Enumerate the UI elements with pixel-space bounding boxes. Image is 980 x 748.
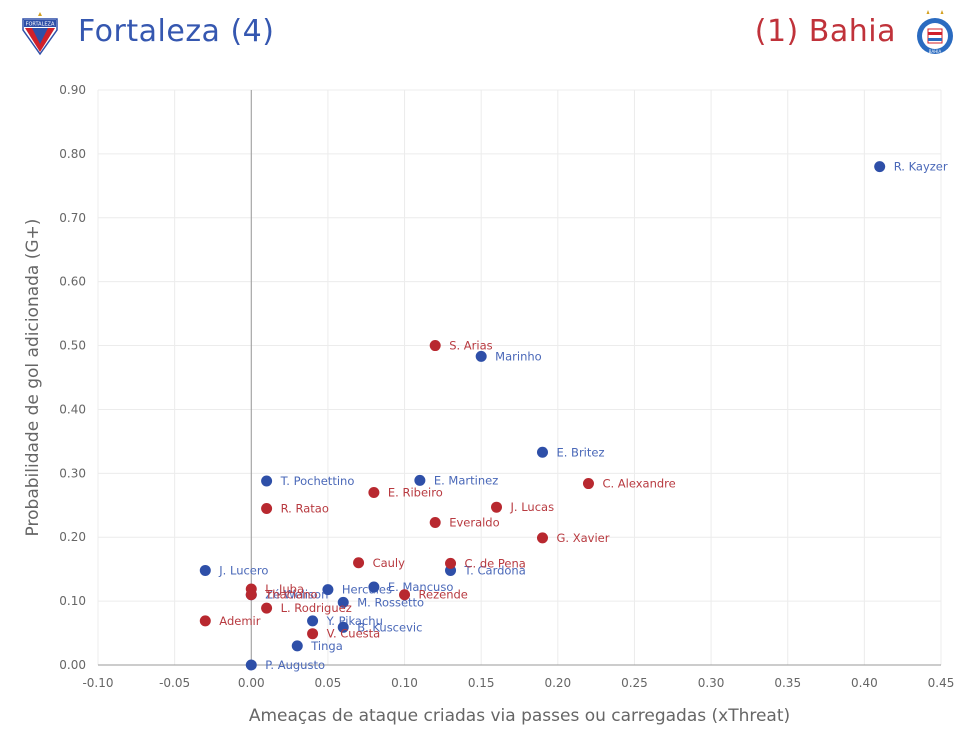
home-team-title: Fortaleza (4): [78, 14, 275, 49]
data-point[interactable]: [445, 557, 457, 569]
away-team-title: (1) Bahia: [754, 14, 896, 49]
data-point[interactable]: [307, 628, 319, 640]
x-tick-label: 0.00: [238, 676, 265, 690]
x-tick-label: -0.10: [82, 676, 113, 690]
bahia-badge-icon: BAHIA: [914, 8, 956, 56]
data-point-label: L. Juba: [265, 582, 304, 596]
data-point[interactable]: [291, 640, 303, 652]
data-point[interactable]: [491, 501, 503, 513]
data-point[interactable]: [261, 502, 273, 514]
x-tick-label: 0.45: [928, 676, 955, 690]
x-tick-label: 0.40: [851, 676, 878, 690]
x-tick-label: -0.05: [159, 676, 190, 690]
data-point-label: J. Lucas: [510, 500, 555, 514]
y-tick-label: 0.90: [59, 83, 86, 97]
y-tick-label: 0.50: [59, 339, 86, 353]
data-point-label: B. Kuscevic: [357, 620, 422, 634]
grid-lines: [97, 89, 942, 666]
data-point-label: Tinga: [310, 639, 343, 653]
data-point[interactable]: [245, 589, 257, 601]
data-point-label: E. Ribeiro: [388, 486, 443, 500]
data-point-label: Marinho: [495, 349, 542, 363]
x-tick-label: 0.25: [621, 676, 648, 690]
data-point-label: C. Alexandre: [602, 477, 675, 491]
data-point-label: T. Pochettino: [280, 474, 355, 488]
data-point-label: L. Rodriguez: [281, 601, 352, 615]
data-point-label: V. Cuesta: [327, 627, 381, 641]
data-point-label: Thaciano: [264, 588, 317, 602]
x-tick-label: 0.20: [544, 676, 571, 690]
data-point-label: Ademir: [219, 614, 260, 628]
data-point[interactable]: [322, 584, 334, 596]
data-point[interactable]: [429, 517, 441, 529]
data-point[interactable]: [245, 659, 257, 671]
data-point-label: T. Cardona: [464, 563, 526, 577]
y-axis-label: Probabilidade de gol adicionada (G+): [23, 219, 43, 537]
data-point-label: C. de Pena: [465, 556, 526, 570]
data-point-label: P. Augusto: [265, 658, 325, 672]
axes: [98, 90, 941, 666]
data-point[interactable]: [582, 478, 594, 490]
data-point[interactable]: [337, 596, 349, 608]
data-point-label: M. Rossetto: [357, 595, 424, 609]
data-point[interactable]: [399, 589, 411, 601]
x-tick-label: 0.10: [391, 676, 418, 690]
data-point-label: E. Britez: [556, 445, 604, 459]
data-point-label: Cauly: [373, 556, 406, 570]
data-point[interactable]: [536, 446, 548, 458]
data-point-label: S. Arias: [449, 339, 492, 353]
data-point-label: R. Kayzer: [894, 160, 948, 174]
data-point[interactable]: [261, 475, 273, 487]
y-tick-label: 0.20: [59, 530, 86, 544]
x-axis-label: Ameaças de ataque criadas via passes ou …: [249, 706, 790, 726]
svg-text:FORTALEZA: FORTALEZA: [26, 22, 55, 28]
x-tick-label: 0.05: [315, 676, 342, 690]
fortaleza-badge-icon: FORTALEZA: [20, 10, 60, 56]
data-point[interactable]: [337, 621, 349, 633]
x-tick-label: 0.15: [468, 676, 495, 690]
data-point[interactable]: [536, 532, 548, 544]
data-point[interactable]: [475, 350, 487, 362]
y-tick-label: 0.60: [59, 275, 86, 289]
data-point-label: J. Lucero: [218, 563, 268, 577]
y-tick-label: 0.00: [59, 658, 86, 672]
data-point[interactable]: [261, 602, 273, 614]
x-tick-label: 0.35: [774, 676, 801, 690]
y-tick-label: 0.40: [59, 402, 86, 416]
data-point-label: Everaldo: [449, 516, 499, 530]
data-point[interactable]: [368, 487, 380, 498]
data-point[interactable]: [368, 581, 380, 593]
y-tick-label: 0.30: [59, 466, 86, 480]
data-point[interactable]: [199, 615, 211, 627]
data-points: R. Kayzer Marinho E. Britez T. Pochettino E.…: [199, 160, 948, 672]
data-point[interactable]: [874, 161, 886, 173]
data-point-label: Hercules: [342, 583, 392, 597]
x-tick-label: 0.30: [698, 676, 725, 690]
data-point-label: R. Ratao: [281, 501, 329, 515]
data-point[interactable]: [429, 340, 441, 352]
data-point-label: Zé Welison: [265, 588, 328, 602]
tick-labels: -0.10 -0.05 0.00 0.05 0.10 0.15 0.20 0.25 0.30 0.…: [59, 83, 954, 690]
svg-text:BAHIA: BAHIA: [929, 49, 942, 54]
data-point[interactable]: [307, 615, 319, 627]
data-point-label: G. Xavier: [556, 531, 609, 545]
y-tick-label: 0.80: [59, 147, 86, 161]
data-point[interactable]: [353, 557, 365, 569]
data-point[interactable]: [414, 474, 426, 486]
data-point-label: E. Martinez: [434, 473, 498, 487]
data-point-label: Rezende: [419, 588, 468, 602]
y-tick-label: 0.10: [59, 594, 86, 608]
data-point[interactable]: [199, 564, 211, 576]
y-tick-label: 0.70: [59, 211, 86, 225]
